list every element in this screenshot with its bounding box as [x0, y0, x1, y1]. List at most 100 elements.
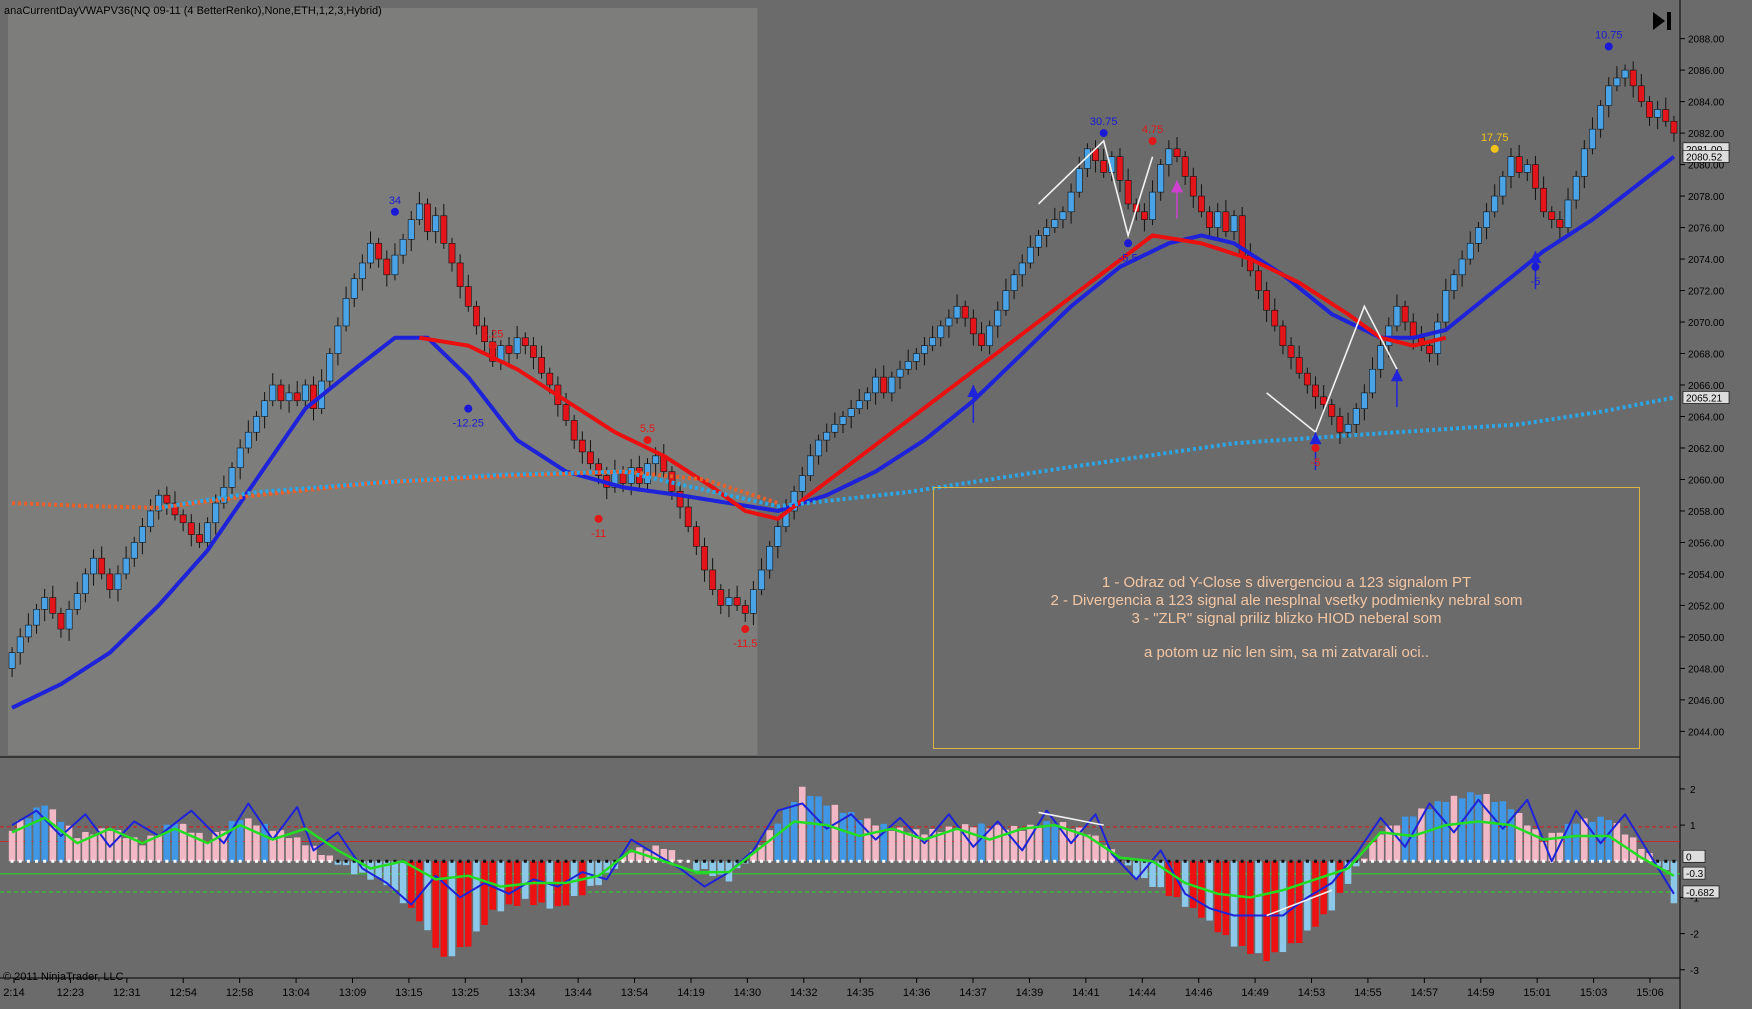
zero-dot — [1167, 859, 1171, 863]
zero-dot — [1232, 859, 1236, 863]
zero-dot — [922, 859, 926, 863]
down-candle — [310, 384, 317, 409]
down-candle — [676, 490, 684, 508]
down-candle — [961, 305, 969, 319]
time-tick-label: 12:54 — [169, 987, 197, 999]
go-to-end-button[interactable] — [1651, 10, 1675, 32]
zero-dot — [1273, 859, 1277, 863]
zero-dot — [955, 859, 959, 863]
zero-dot — [1053, 859, 1057, 863]
down-candle — [1548, 211, 1556, 220]
zero-dot — [564, 859, 568, 863]
down-candle — [1401, 305, 1409, 323]
zero-dot — [1664, 859, 1668, 863]
zero-dot — [1582, 859, 1586, 863]
time-tick-label: 14:39 — [1016, 987, 1044, 999]
histogram-bar — [1092, 835, 1099, 862]
up-candle — [65, 609, 73, 630]
divergence-line — [1038, 811, 1104, 826]
histogram-bar — [790, 801, 798, 862]
zero-dot — [263, 859, 267, 863]
zero-dot — [238, 859, 242, 863]
zero-dot — [75, 859, 79, 863]
down-candle — [424, 203, 431, 232]
up-candle — [432, 215, 440, 232]
zero-dot — [621, 859, 625, 863]
zero-dot — [1444, 859, 1448, 863]
down-candle — [1515, 156, 1523, 173]
time-tick-label: 12:58 — [226, 987, 254, 999]
up-candle — [1483, 211, 1490, 228]
histogram-bar — [1662, 861, 1670, 870]
up-candle — [122, 557, 130, 575]
time-tick-label: 14:36 — [903, 987, 931, 999]
time-tick-label: 14:19 — [677, 987, 705, 999]
zero-dot — [849, 859, 853, 863]
histogram-bar — [1597, 816, 1604, 862]
zero-dot — [206, 859, 210, 863]
up-candle — [342, 298, 350, 327]
up-candle — [725, 597, 733, 606]
up-candle — [1026, 246, 1034, 264]
histogram-bar — [937, 832, 945, 862]
up-candle — [1010, 274, 1018, 291]
down-candle — [1263, 290, 1271, 311]
up-candle — [391, 254, 399, 276]
down-candle — [570, 420, 578, 441]
histogram-bar — [155, 834, 162, 862]
zero-dot — [1265, 859, 1269, 863]
histogram-bar — [1540, 841, 1547, 862]
time-tick-label: 15:01 — [1523, 987, 1551, 999]
up-candle — [8, 652, 16, 669]
up-candle — [896, 368, 904, 378]
down-candle — [880, 376, 888, 394]
zero-dot — [483, 859, 487, 863]
zero-dot — [426, 859, 430, 863]
note-line-1: 1 - Odraz od Y-Close s divergenciou a 12… — [1101, 574, 1472, 591]
zero-dot — [10, 859, 14, 863]
up-candle — [929, 337, 937, 346]
zero-dot — [572, 859, 576, 863]
zero-dot — [857, 859, 861, 863]
oscillator-line — [11, 798, 1675, 917]
histogram-bar — [1222, 861, 1230, 936]
osc-tick-label: -1 — [1690, 893, 1699, 904]
up-candle — [904, 361, 912, 370]
histogram-bar — [1467, 792, 1474, 862]
up-candle — [1043, 227, 1051, 236]
up-candle — [790, 490, 798, 512]
swing-label: 4.25 — [482, 329, 503, 341]
zero-dot — [35, 859, 39, 863]
swing-label: 5.5 — [640, 423, 655, 435]
zero-dot — [1020, 859, 1024, 863]
down-candle — [1141, 211, 1148, 220]
histogram-bar — [603, 861, 611, 873]
histogram-bar — [1564, 823, 1572, 862]
zero-dot — [214, 859, 218, 863]
down-candle — [1637, 85, 1645, 102]
zero-dot — [360, 859, 364, 863]
zero-dot — [59, 859, 63, 863]
histogram-bar — [465, 861, 472, 947]
zero-dot — [531, 859, 535, 863]
up-candle — [155, 494, 163, 512]
histogram-bar — [1548, 832, 1555, 862]
zero-dot — [197, 859, 201, 863]
up-candle — [1475, 227, 1482, 244]
zero-dot — [1289, 859, 1293, 863]
price-tick-label: 2072.00 — [1688, 287, 1725, 298]
zero-dot — [784, 859, 788, 863]
histogram-bar — [1491, 801, 1498, 862]
zero-dot — [417, 859, 421, 863]
price-tick-label: 2060.00 — [1688, 475, 1725, 486]
signal-arrow-head — [1390, 369, 1403, 382]
zero-dot — [1208, 859, 1212, 863]
histogram-bar — [1059, 822, 1067, 862]
zero-dot — [996, 859, 1000, 863]
histogram-bar — [122, 838, 130, 862]
up-candle — [831, 424, 839, 433]
zero-dot — [588, 859, 592, 863]
time-tick-label: 14:59 — [1467, 987, 1495, 999]
up-candle — [823, 431, 831, 441]
swing-marker — [488, 341, 497, 350]
